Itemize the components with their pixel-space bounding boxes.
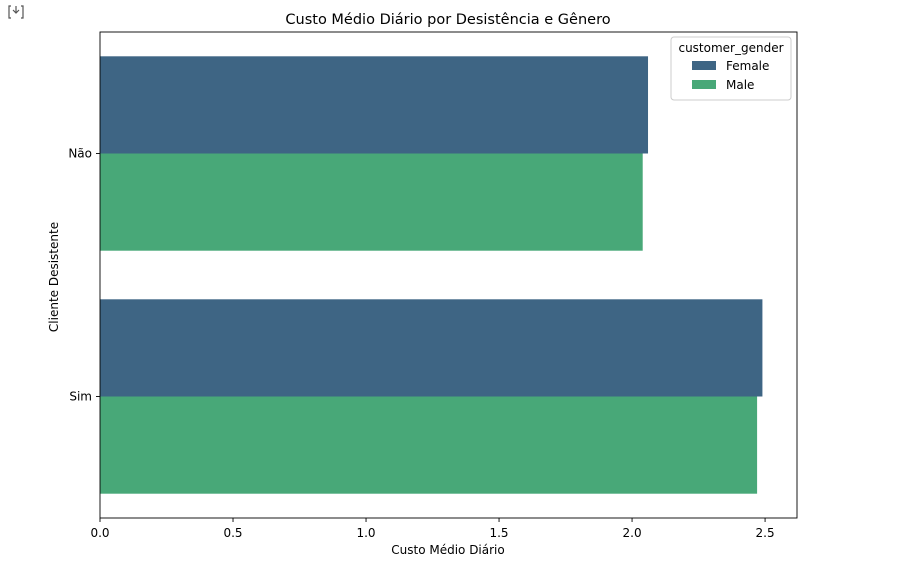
legend-items: Female Male	[692, 59, 769, 92]
x-tick-label: 0.5	[223, 526, 242, 540]
plot-frame	[99, 31, 798, 519]
legend-label-Male: Male	[726, 78, 754, 92]
bar-Sim-Female	[100, 299, 763, 397]
y-tick-label: Não	[68, 147, 92, 161]
x-tick-label: 0.0	[90, 526, 109, 540]
bar-Não-Male	[100, 153, 643, 251]
legend-swatch-Female	[692, 61, 716, 70]
x-axis-label: Custo Médio Diário	[391, 543, 504, 557]
y-axis-ticks: Não Sim	[68, 147, 100, 404]
x-axis-ticks: 0.0 0.5 1.0 1.5 2.0 2.5	[90, 518, 775, 540]
bars-group	[100, 56, 763, 494]
chart-title: Custo Médio Diário por Desistência e Gên…	[285, 12, 610, 28]
x-tick-label: 1.0	[356, 526, 375, 540]
legend-title: customer_gender	[678, 41, 783, 55]
bar-Não-Female	[100, 56, 649, 154]
y-axis-label: Cliente Desistente	[47, 222, 61, 332]
y-tick-label: Sim	[69, 390, 92, 404]
x-tick-label: 1.5	[489, 526, 508, 540]
x-tick-label: 2.5	[756, 526, 775, 540]
legend-swatch-Male	[692, 80, 716, 89]
legend: customer_gender Female Male	[670, 36, 792, 101]
legend-label-Female: Female	[726, 59, 769, 73]
x-tick-label: 2.0	[623, 526, 642, 540]
bar-Sim-Male	[100, 396, 758, 494]
output-toggle-icon[interactable]	[8, 4, 24, 20]
